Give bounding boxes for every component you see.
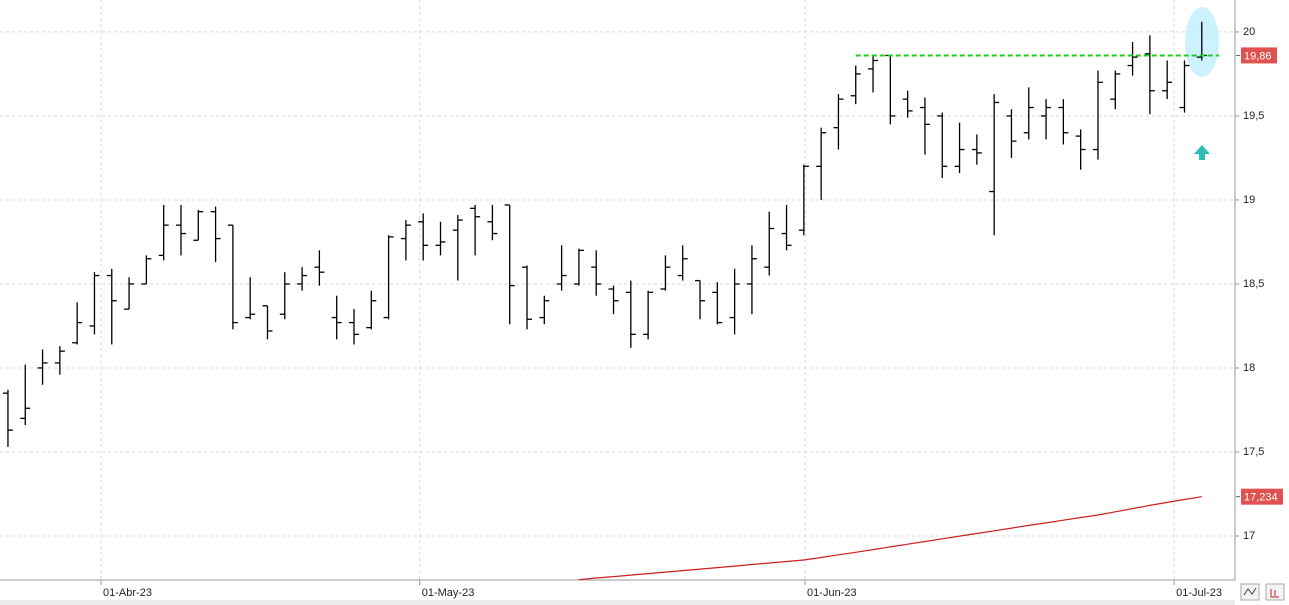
y-tick-label: 17 [1243,530,1255,542]
y-tick-label: 19,5 [1243,110,1264,122]
price-box [1241,488,1283,505]
y-tick-label: 18,5 [1243,278,1264,290]
x-tick-label: 01-Jul-23 [1176,587,1222,599]
y-tick-label: 20 [1243,26,1255,38]
y-tick-label: 18 [1243,362,1255,374]
moving-average-line [578,496,1202,581]
price-label: 19,86 [1244,50,1272,62]
price-box [1241,47,1277,64]
x-tick-label: 01-Jun-23 [807,587,857,599]
x-tick-label: 01-Abr-23 [103,587,152,599]
x-tick-label: 01-May-23 [422,587,475,599]
y-tick-label: 19 [1243,194,1255,206]
button-icon [1243,587,1257,596]
y-tick-label: 17,5 [1243,446,1264,458]
button-icon [1270,589,1279,598]
price-label: 17,234 [1244,492,1278,504]
scrollbar[interactable] [0,600,1235,605]
up-arrow [1194,145,1210,160]
